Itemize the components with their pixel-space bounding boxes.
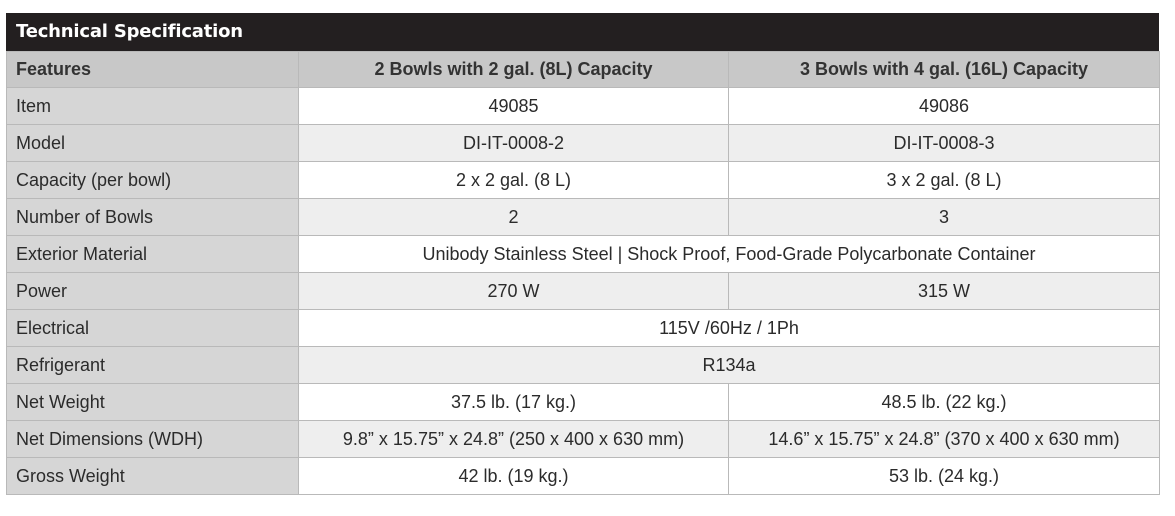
cell-3-bowls: 48.5 lb. (22 kg.) [728, 383, 1160, 421]
cell-2-bowls: 9.8” x 15.75” x 24.8” (250 x 400 x 630 m… [298, 420, 729, 458]
table-row: Net Weight 37.5 lb. (17 kg.) 48.5 lb. (2… [6, 383, 1160, 421]
spec-title: Technical Specification [6, 13, 1159, 51]
cell-3-bowls: 3 [728, 198, 1160, 236]
table-row: Number of Bowls 2 3 [6, 198, 1160, 236]
row-label: Power [6, 272, 299, 310]
row-label: Gross Weight [6, 457, 299, 495]
table-row: Power 270 W 315 W [6, 272, 1160, 310]
row-label: Electrical [6, 309, 299, 347]
cell-2-bowls: 49085 [298, 87, 729, 125]
spec-sheet: Technical Specification Features 2 Bowls… [6, 13, 1160, 495]
row-label: Number of Bowls [6, 198, 299, 236]
cell-2-bowls: 37.5 lb. (17 kg.) [298, 383, 729, 421]
header-features: Features [6, 51, 299, 88]
cell-2-bowls: DI-IT-0008-2 [298, 124, 729, 162]
table-row: Gross Weight 42 lb. (19 kg.) 53 lb. (24 … [6, 457, 1160, 495]
cell-3-bowls: DI-IT-0008-3 [728, 124, 1160, 162]
spec-table: Features 2 Bowls with 2 gal. (8L) Capaci… [6, 51, 1160, 495]
cell-2-bowls: 2 [298, 198, 729, 236]
cell-merged: 115V /60Hz / 1Ph [298, 309, 1160, 347]
cell-2-bowls: 42 lb. (19 kg.) [298, 457, 729, 495]
table-row: Refrigerant R134a [6, 346, 1160, 384]
header-3-bowls: 3 Bowls with 4 gal. (16L) Capacity [728, 51, 1160, 88]
cell-3-bowls: 14.6” x 15.75” x 24.8” (370 x 400 x 630 … [728, 420, 1160, 458]
table-row: Exterior Material Unibody Stainless Stee… [6, 235, 1160, 273]
row-label: Model [6, 124, 299, 162]
row-label: Capacity (per bowl) [6, 161, 299, 199]
cell-3-bowls: 49086 [728, 87, 1160, 125]
row-label: Refrigerant [6, 346, 299, 384]
row-label: Exterior Material [6, 235, 299, 273]
cell-3-bowls: 3 x 2 gal. (8 L) [728, 161, 1160, 199]
row-label: Net Weight [6, 383, 299, 421]
row-label: Net Dimensions (WDH) [6, 420, 299, 458]
table-row: Electrical 115V /60Hz / 1Ph [6, 309, 1160, 347]
table-row: Item 49085 49086 [6, 87, 1160, 125]
cell-3-bowls: 53 lb. (24 kg.) [728, 457, 1160, 495]
cell-3-bowls: 315 W [728, 272, 1160, 310]
cell-2-bowls: 2 x 2 gal. (8 L) [298, 161, 729, 199]
table-row: Net Dimensions (WDH) 9.8” x 15.75” x 24.… [6, 420, 1160, 458]
table-header-row: Features 2 Bowls with 2 gal. (8L) Capaci… [6, 51, 1160, 88]
row-label: Item [6, 87, 299, 125]
cell-merged: Unibody Stainless Steel | Shock Proof, F… [298, 235, 1160, 273]
cell-2-bowls: 270 W [298, 272, 729, 310]
table-row: Capacity (per bowl) 2 x 2 gal. (8 L) 3 x… [6, 161, 1160, 199]
table-row: Model DI-IT-0008-2 DI-IT-0008-3 [6, 124, 1160, 162]
header-2-bowls: 2 Bowls with 2 gal. (8L) Capacity [298, 51, 729, 88]
cell-merged: R134a [298, 346, 1160, 384]
